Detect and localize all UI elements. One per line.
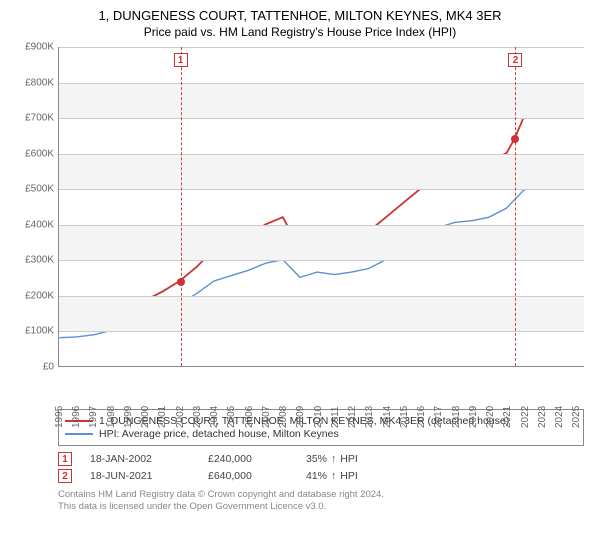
y-tick-label: £500K [12, 184, 54, 195]
x-tick-label: 2000 [140, 406, 151, 428]
x-tick-label: 2024 [554, 406, 565, 428]
y-tick-label: £0 [12, 362, 54, 373]
legend-label: HPI: Average price, detached house, Milt… [99, 428, 339, 440]
event-marker-box: 2 [508, 53, 522, 67]
x-tick-label: 1998 [106, 406, 117, 428]
x-tick-label: 2006 [244, 406, 255, 428]
y-tick-label: £900K [12, 42, 54, 53]
x-tick-label: 2002 [175, 406, 186, 428]
x-tick-label: 2021 [502, 406, 513, 428]
y-tick-label: £700K [12, 113, 54, 124]
event-price: £240,000 [208, 453, 288, 465]
footer-line: Contains HM Land Registry data © Crown c… [58, 489, 588, 501]
x-tick-label: 2003 [192, 406, 203, 428]
chart-subtitle: Price paid vs. HM Land Registry's House … [12, 25, 588, 39]
plot-area: 12 [58, 47, 584, 367]
footer-line: This data is licensed under the Open Gov… [58, 501, 588, 513]
event-marker-box: 1 [174, 53, 188, 67]
x-tick-label: 2018 [451, 406, 462, 428]
event-price: £640,000 [208, 470, 288, 482]
footer: Contains HM Land Registry data © Crown c… [58, 489, 588, 514]
event-date: 18-JAN-2002 [90, 453, 190, 465]
x-tick-label: 1996 [71, 406, 82, 428]
x-tick-label: 2025 [571, 406, 582, 428]
x-tick-label: 2008 [278, 406, 289, 428]
event-pct: 35% ↑ HPI [306, 453, 386, 465]
event-marker-dot [177, 278, 185, 286]
x-tick-label: 2012 [347, 406, 358, 428]
y-tick-label: £100K [12, 326, 54, 337]
x-tick-label: 2009 [295, 406, 306, 428]
event-row: 2 18-JUN-2021 £640,000 41% ↑ HPI [58, 469, 584, 483]
arrow-up-icon: ↑ [331, 453, 336, 465]
arrow-up-icon: ↑ [331, 470, 336, 482]
y-tick-label: £800K [12, 77, 54, 88]
x-tick-label: 2010 [313, 406, 324, 428]
event-table: 1 18-JAN-2002 £240,000 35% ↑ HPI 2 18-JUN-202… [58, 452, 584, 483]
event-num-box: 1 [58, 452, 72, 466]
legend-item-hpi: HPI: Average price, detached house, Milt… [65, 428, 577, 440]
x-tick-label: 2014 [382, 406, 393, 428]
x-tick-label: 2020 [485, 406, 496, 428]
x-tick-label: 2022 [520, 406, 531, 428]
legend-swatch [65, 433, 93, 435]
chart: 12 £0£100K£200K£300K£400K£500K£600K£700K… [12, 45, 588, 405]
x-tick-label: 2023 [537, 406, 548, 428]
x-tick-label: 2013 [364, 406, 375, 428]
x-tick-label: 2019 [468, 406, 479, 428]
x-tick-label: 2016 [416, 406, 427, 428]
series-line-property [59, 90, 580, 327]
y-tick-label: £200K [12, 290, 54, 301]
x-tick-label: 2004 [209, 406, 220, 428]
event-row: 1 18-JAN-2002 £240,000 35% ↑ HPI [58, 452, 584, 466]
x-tick-label: 2005 [226, 406, 237, 428]
y-tick-label: £300K [12, 255, 54, 266]
x-tick-label: 2007 [261, 406, 272, 428]
event-pct: 41% ↑ HPI [306, 470, 386, 482]
x-tick-label: 2017 [433, 406, 444, 428]
event-marker-dot [511, 135, 519, 143]
x-tick-label: 2015 [399, 406, 410, 428]
chart-title: 1, DUNGENESS COURT, TATTENHOE, MILTON KE… [12, 8, 588, 23]
y-tick-label: £400K [12, 219, 54, 230]
event-num-box: 2 [58, 469, 72, 483]
x-tick-label: 1999 [123, 406, 134, 428]
x-tick-label: 1997 [88, 406, 99, 428]
x-tick-label: 2001 [157, 406, 168, 428]
y-tick-label: £600K [12, 148, 54, 159]
x-tick-label: 2011 [330, 406, 341, 428]
event-date: 18-JUN-2021 [90, 470, 190, 482]
x-tick-label: 1995 [54, 406, 65, 428]
